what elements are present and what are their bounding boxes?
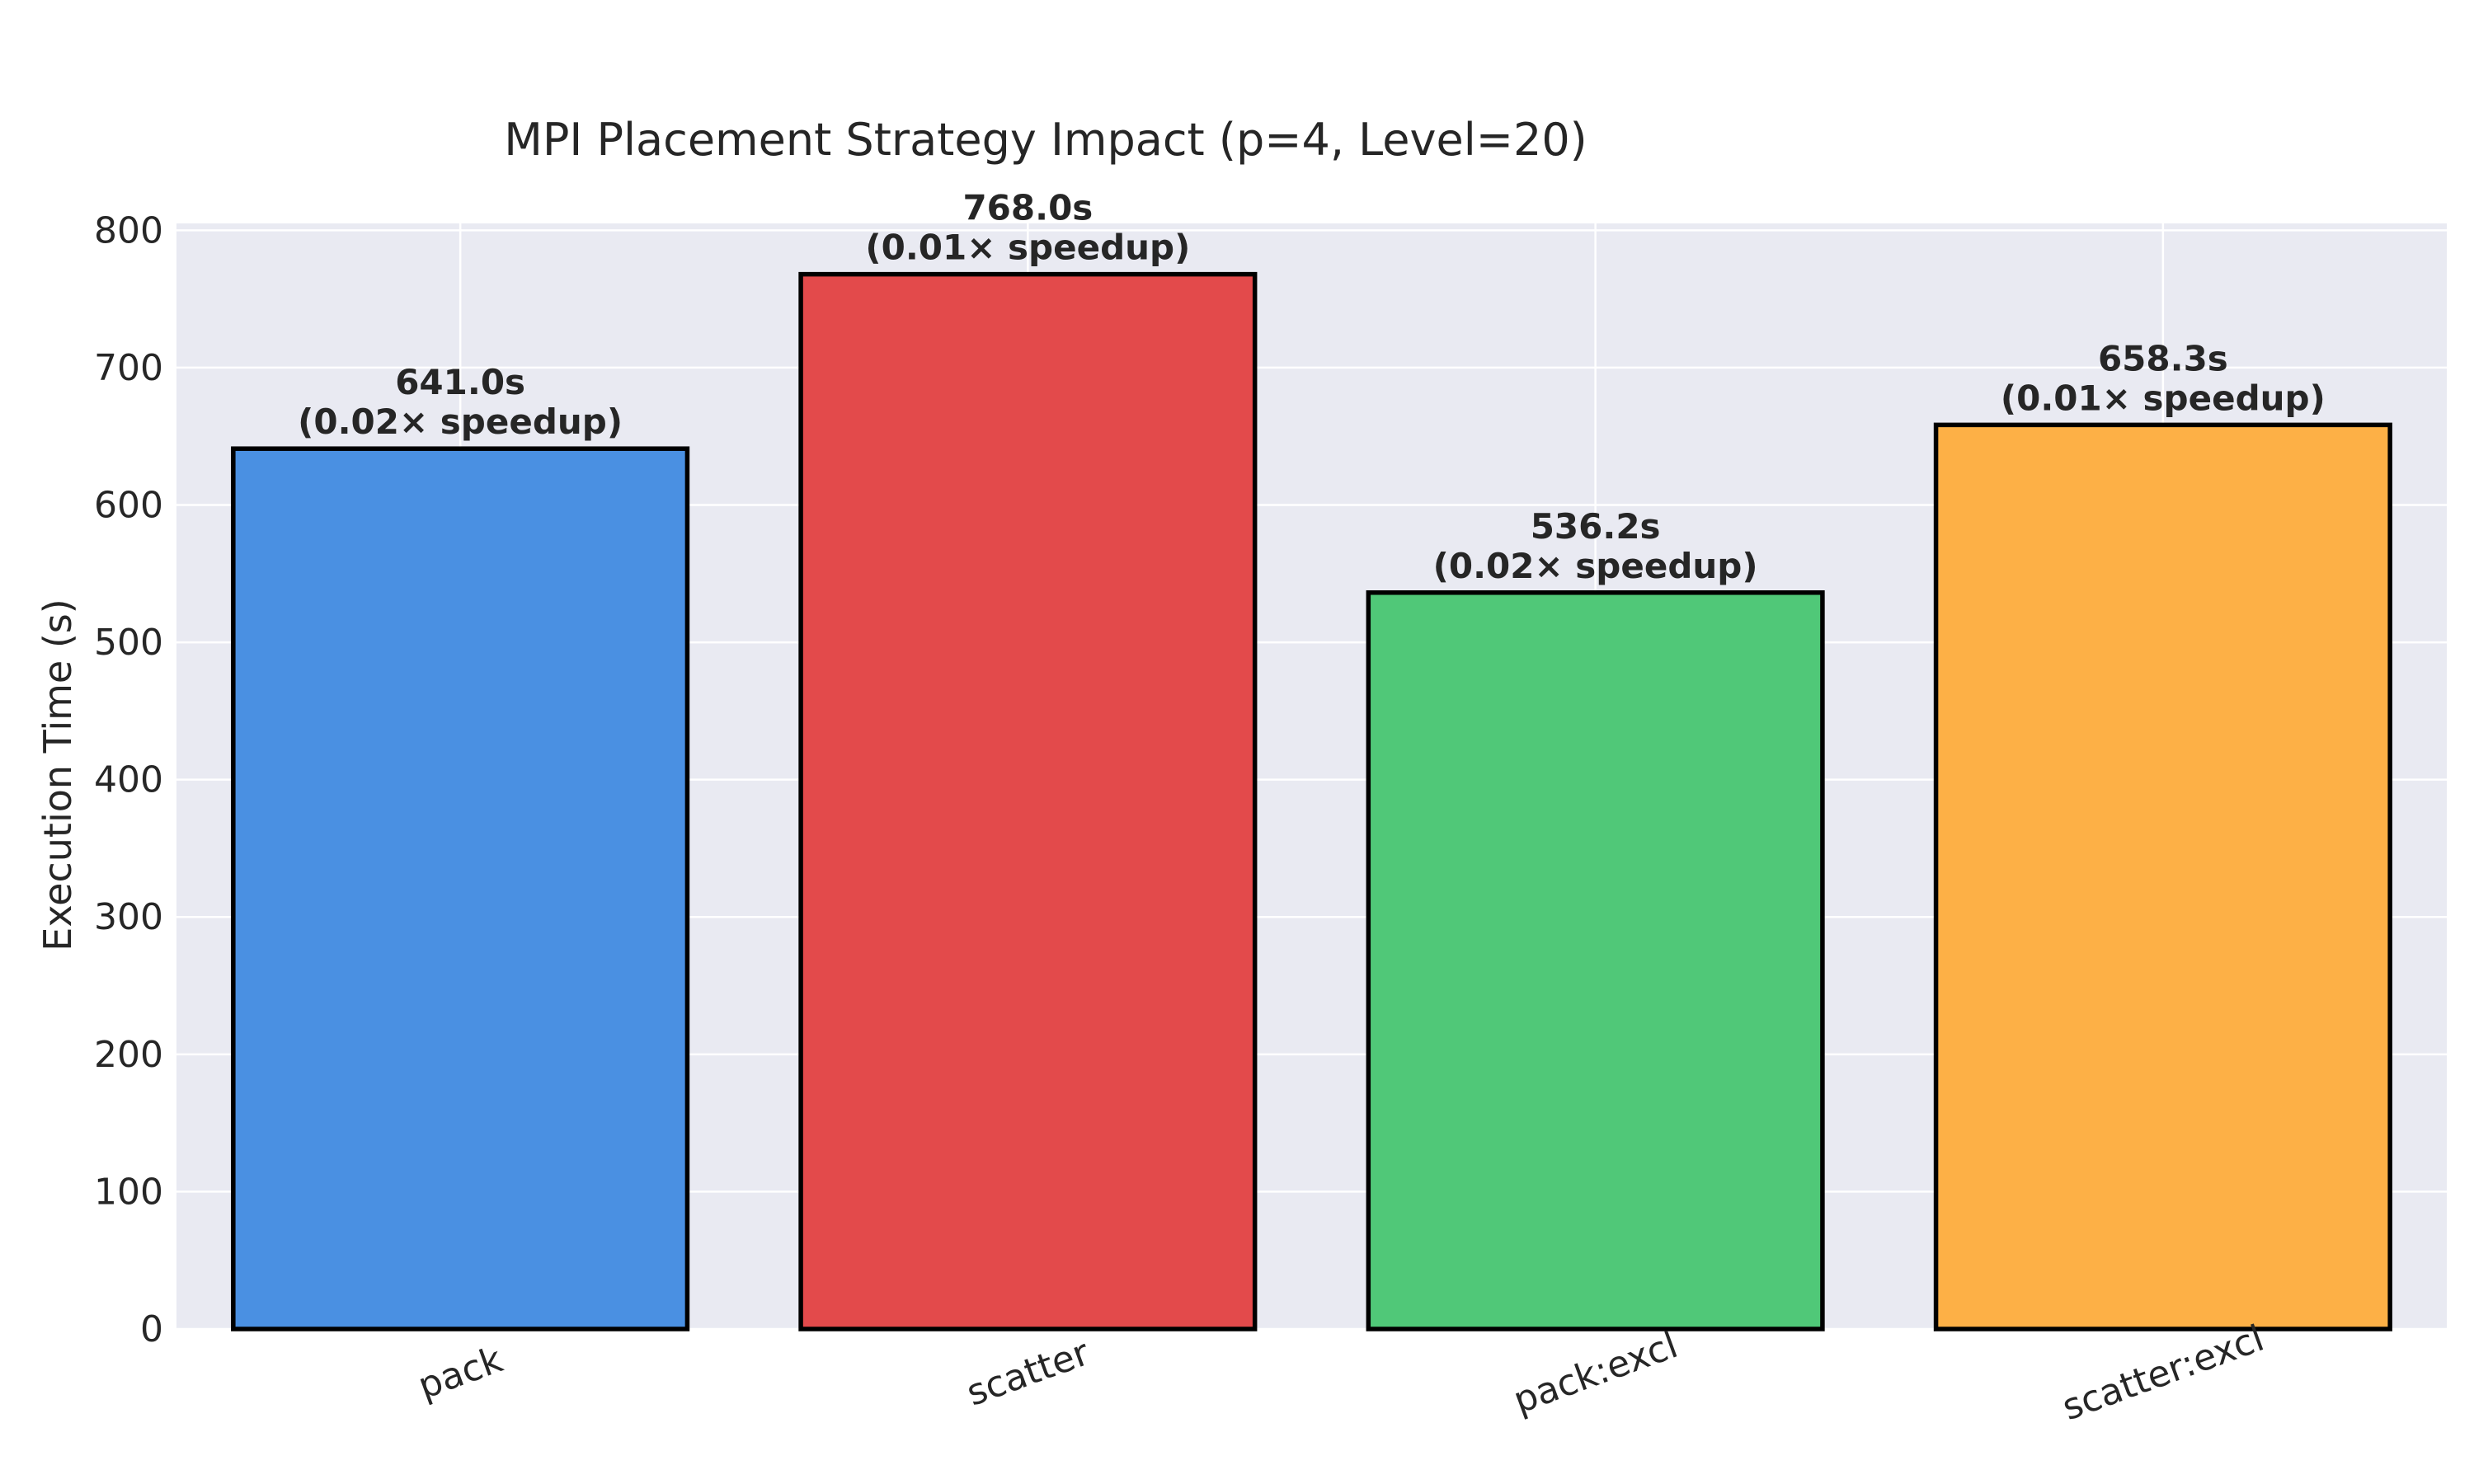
x-axis-ticks: pack scatter pack:excl scatter:excl bbox=[412, 1317, 2269, 1429]
y-tick-label: 600 bbox=[94, 484, 163, 526]
x-tick-label: scatter:excl bbox=[2057, 1317, 2269, 1429]
data-labels: 641.0s(0.02× speedup)768.0s(0.01× speedu… bbox=[298, 188, 2326, 586]
bar-scatter-excl bbox=[1933, 422, 2392, 1331]
bar-value-label: 641.0s bbox=[395, 362, 525, 402]
y-tick-label: 800 bbox=[94, 209, 163, 251]
y-tick-label: 0 bbox=[140, 1308, 163, 1350]
bar-speedup-label: (0.02× speedup) bbox=[298, 402, 623, 442]
bar-pack bbox=[231, 446, 690, 1331]
x-tick-label: pack:excl bbox=[1508, 1324, 1683, 1422]
x-tick-label: scatter bbox=[962, 1331, 1096, 1415]
chart-title: MPI Placement Strategy Impact (p=4, Leve… bbox=[504, 114, 1587, 166]
y-axis-label: Execution Time (s) bbox=[35, 599, 80, 951]
y-tick-label: 400 bbox=[94, 759, 163, 801]
y-tick-label: 200 bbox=[94, 1034, 163, 1076]
y-tick-label: 100 bbox=[94, 1171, 163, 1213]
bar-scatter bbox=[798, 271, 1258, 1331]
bar-value-label: 658.3s bbox=[2098, 338, 2228, 378]
x-tick-label: pack bbox=[412, 1338, 508, 1407]
bars bbox=[231, 271, 2392, 1331]
bar-pack-excl bbox=[1366, 590, 1825, 1331]
bar-speedup-label: (0.01× speedup) bbox=[865, 228, 1190, 268]
bar-value-label: 536.2s bbox=[1531, 506, 1661, 547]
y-tick-label: 700 bbox=[94, 347, 163, 389]
y-tick-label: 300 bbox=[94, 896, 163, 938]
bar-speedup-label: (0.01× speedup) bbox=[2001, 378, 2326, 418]
y-axis-ticks: 0 100 200 300 400 500 600 700 800 bbox=[94, 209, 163, 1350]
bar-value-label: 768.0s bbox=[962, 188, 1093, 228]
bar-speedup-label: (0.02× speedup) bbox=[1433, 546, 1758, 586]
y-tick-label: 500 bbox=[94, 622, 163, 664]
